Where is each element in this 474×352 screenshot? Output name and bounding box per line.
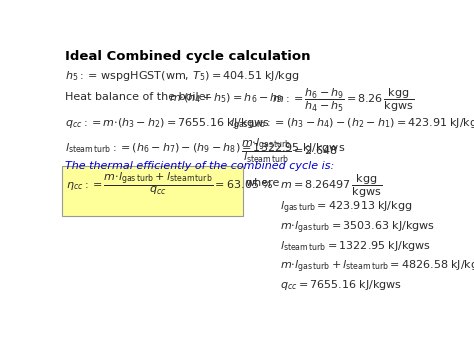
Text: $h_5 :=\, \mathrm{wspgHGST}(\mathrm{wm},\,T_5) = 404.51\;\mathrm{kJ/kgg}$: $h_5 :=\, \mathrm{wspgHGST}(\mathrm{wm},… (65, 69, 300, 83)
Text: Ideal Combined cycle calculation: Ideal Combined cycle calculation (65, 50, 310, 63)
Text: $m = 8.26497\,\dfrac{\mathrm{kgg}}{\mathrm{kgws}}$: $m = 8.26497\,\dfrac{\mathrm{kgg}}{\math… (280, 173, 382, 200)
Text: $m :=\dfrac{h_6 - h_9}{h_4 - h_5} = 8.26\,\dfrac{\mathrm{kgg}}{\mathrm{kgws}}$: $m :=\dfrac{h_6 - h_9}{h_4 - h_5} = 8.26… (272, 87, 414, 114)
Text: $l_{\mathrm{steam\,turb}} = 1322.95\;\mathrm{kJ/kgws}$: $l_{\mathrm{steam\,turb}} = 1322.95\;\ma… (280, 239, 431, 253)
Text: The thermal efficiently of the combined cycle is:: The thermal efficiently of the combined … (65, 162, 334, 171)
Text: $q_{cc} = 7655.16\;\mathrm{kJ/kgws}$: $q_{cc} = 7655.16\;\mathrm{kJ/kgws}$ (280, 278, 401, 292)
Text: $l_{\mathrm{gas\,turb}} := (h_3 - h_4) - (h_2 - h_1) = 423.91\;\mathrm{kJ/kgg}$: $l_{\mathrm{gas\,turb}} := (h_3 - h_4) -… (230, 116, 474, 133)
Text: Heat balance of the boiler: Heat balance of the boiler (65, 92, 210, 102)
Text: $\dfrac{m{\cdot}l_{\mathrm{gas\,turb}}}{l_{\mathrm{steam\,turb}}} = 2.648$: $\dfrac{m{\cdot}l_{\mathrm{gas\,turb}}}{… (241, 136, 338, 165)
Text: $l_{\mathrm{steam\,turb}} := (h_6 - h_7) - (h_9 - h_8) = 1322.95\;\mathrm{kJ/kgw: $l_{\mathrm{steam\,turb}} := (h_6 - h_7)… (65, 141, 345, 155)
Text: $q_{cc} := m{\cdot}(h_3 - h_2) = 7655.16\;\mathrm{kJ/kgws}$: $q_{cc} := m{\cdot}(h_3 - h_2) = 7655.16… (65, 116, 270, 130)
Text: $m{\cdot}l_{\mathrm{gas\,turb}} = 3503.63\;\mathrm{kJ/kgws}$: $m{\cdot}l_{\mathrm{gas\,turb}} = 3503.6… (280, 220, 435, 236)
Text: $l_{\mathrm{gas\,turb}} = 423.913\;\mathrm{kJ/kgg}$: $l_{\mathrm{gas\,turb}} = 423.913\;\math… (280, 200, 412, 216)
FancyBboxPatch shape (62, 166, 243, 216)
Text: $m{\cdot}(h_4 - h_5) = h_6 - h_9$: $m{\cdot}(h_4 - h_5) = h_6 - h_9$ (169, 92, 284, 105)
Text: $\eta_{cc} :=\dfrac{m{\cdot}l_{\mathrm{gas\,turb}} + l_{\mathrm{steam\,turb}}}{q: $\eta_{cc} :=\dfrac{m{\cdot}l_{\mathrm{g… (66, 170, 273, 197)
Text: where: where (246, 178, 280, 188)
Text: $m{\cdot}l_{\mathrm{gas\,turb}} + l_{\mathrm{steam\,turb}} = 4826.58\;\mathrm{kJ: $m{\cdot}l_{\mathrm{gas\,turb}} + l_{\ma… (280, 258, 474, 275)
